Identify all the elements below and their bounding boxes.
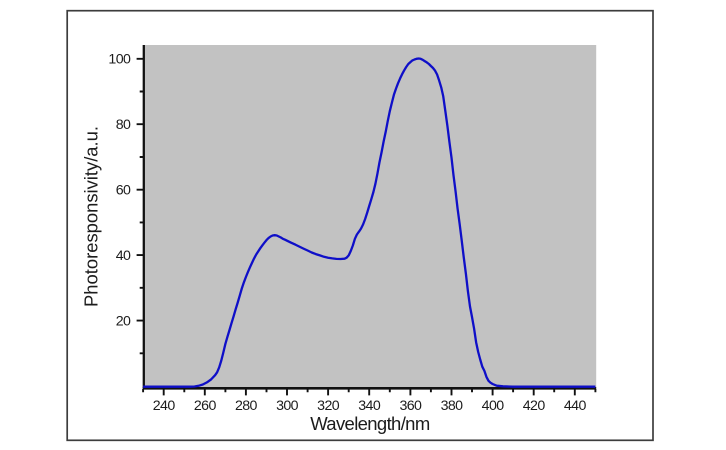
svg-text:Wavelength/nm: Wavelength/nm [310, 413, 430, 434]
svg-text:280: 280 [235, 398, 258, 414]
svg-text:Photoresponsivity/a.u.: Photoresponsivity/a.u. [81, 126, 102, 307]
svg-text:260: 260 [194, 398, 217, 414]
svg-text:60: 60 [116, 183, 131, 199]
svg-text:80: 80 [116, 117, 131, 133]
svg-text:380: 380 [441, 398, 464, 414]
svg-text:40: 40 [116, 248, 131, 264]
svg-text:400: 400 [482, 398, 505, 414]
svg-text:440: 440 [564, 398, 587, 414]
svg-text:20: 20 [116, 314, 131, 330]
svg-text:320: 320 [317, 398, 340, 414]
svg-text:420: 420 [523, 398, 546, 414]
svg-text:300: 300 [276, 398, 299, 414]
svg-text:340: 340 [358, 398, 381, 414]
svg-text:240: 240 [153, 398, 176, 414]
svg-text:360: 360 [399, 398, 422, 414]
svg-text:100: 100 [108, 52, 131, 68]
